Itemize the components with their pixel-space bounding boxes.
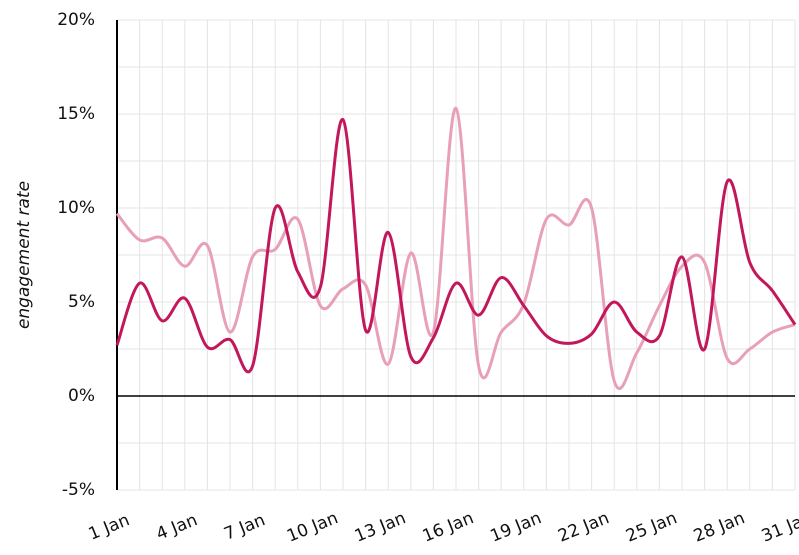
x-tick-label: 13 Jan bbox=[352, 508, 409, 546]
x-tick-label: 1 Jan bbox=[86, 510, 133, 544]
y-tick-label: 5% bbox=[68, 292, 95, 312]
y-tick-label: 10% bbox=[57, 198, 95, 218]
x-tick-label: 22 Jan bbox=[555, 508, 612, 546]
y-axis-label: engagement rate bbox=[14, 181, 34, 329]
y-tick-label: 15% bbox=[57, 104, 95, 124]
x-tick-label: 25 Jan bbox=[623, 508, 680, 546]
x-tick-label: 4 Jan bbox=[154, 510, 201, 544]
x-tick-label: 16 Jan bbox=[420, 508, 477, 546]
x-tick-label: 28 Jan bbox=[691, 508, 748, 546]
y-tick-label: 20% bbox=[57, 10, 95, 30]
y-tick-label: 0% bbox=[68, 386, 95, 406]
x-tick-label: 19 Jan bbox=[487, 508, 544, 546]
line-series bbox=[115, 106, 796, 391]
x-tick-label: 7 Jan bbox=[221, 510, 268, 544]
line-series bbox=[115, 118, 797, 374]
x-tick-label: 31 Jan bbox=[759, 508, 799, 546]
y-tick-label: -5% bbox=[62, 480, 95, 500]
x-tick-label: 10 Jan bbox=[284, 508, 341, 546]
